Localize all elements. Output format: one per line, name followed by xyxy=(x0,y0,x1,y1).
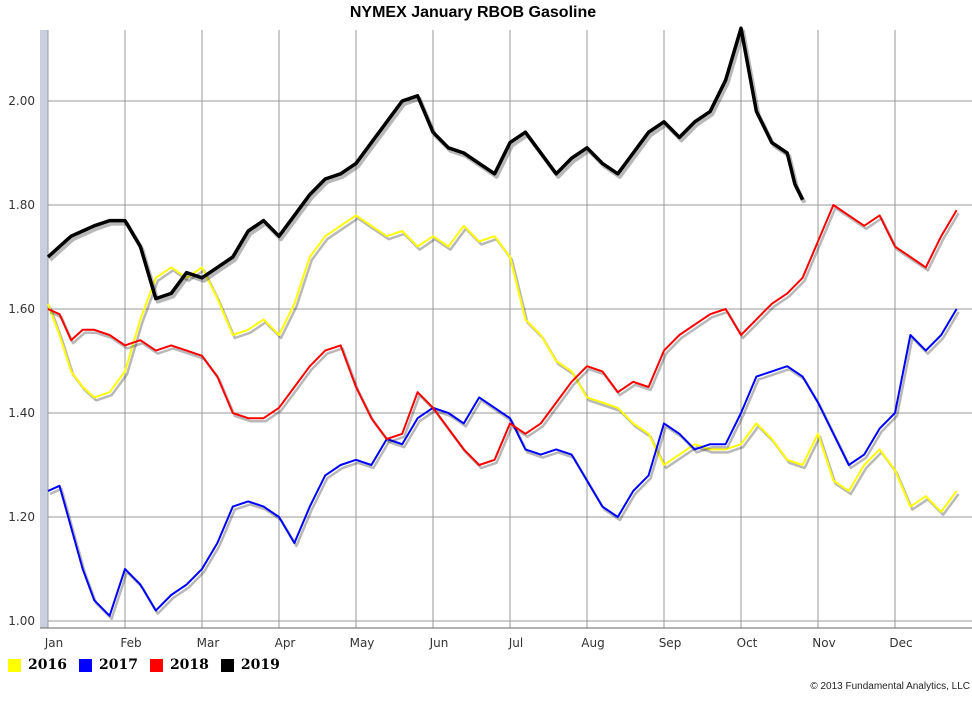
x-tick-label: Mar xyxy=(197,636,220,650)
legend-swatch-2019 xyxy=(220,658,234,672)
y-tick-label: 2.00 xyxy=(8,94,35,108)
series-shadow-2018 xyxy=(49,206,960,470)
x-tick-label: Sep xyxy=(659,636,682,650)
copyright-notice: © 2013 Fundamental Analytics, LLC xyxy=(810,681,970,692)
legend-item-2018[interactable]: 2018 xyxy=(149,657,209,673)
x-tick-label: Oct xyxy=(737,636,758,650)
legend-label-2017: 2017 xyxy=(98,657,138,673)
legend-item-2017[interactable]: 2017 xyxy=(78,657,138,673)
y-tick-label: 1.80 xyxy=(8,198,35,212)
series-line-2018 xyxy=(47,204,958,466)
x-tick-label: Apr xyxy=(275,636,296,650)
left-axis-bar xyxy=(40,30,48,628)
chart-title: NYMEX January RBOB Gasoline xyxy=(349,4,597,21)
series-line-2017 xyxy=(47,308,958,617)
y-tick-label: 1.60 xyxy=(8,302,35,316)
grid xyxy=(47,30,972,628)
chart-area: 1.00 1.20 1.40 1.60 1.80 2.00 Jan Feb Mar Apr May… xyxy=(8,26,972,650)
x-tick-label: Aug xyxy=(581,636,604,650)
legend-swatch-2017 xyxy=(78,658,92,672)
series-lines xyxy=(46,26,960,621)
series-line-2019 xyxy=(46,26,805,301)
y-tick-label: 1.20 xyxy=(8,510,35,524)
legend-label-2019: 2019 xyxy=(240,657,280,673)
legend-label-2016: 2016 xyxy=(28,657,67,673)
x-tick-label: May xyxy=(350,636,375,650)
legend: 2016 2017 2018 2019 xyxy=(8,657,280,673)
legend-swatch-2016 xyxy=(8,658,21,672)
x-tick-label: Nov xyxy=(812,636,835,650)
x-tick-label: Jun xyxy=(429,636,449,650)
series-line-2016 xyxy=(47,214,958,513)
x-tick-label: Feb xyxy=(120,636,141,650)
x-axis-ticks: Jan Feb Mar Apr May Jun Jul Aug Sep Oct Nov Dec xyxy=(44,636,913,650)
legend-item-2019[interactable]: 2019 xyxy=(220,657,280,673)
legend-swatch-2018 xyxy=(149,658,163,672)
y-tick-label: 1.00 xyxy=(8,614,35,628)
y-axis-ticks: 1.00 1.20 1.40 1.60 1.80 2.00 xyxy=(8,94,35,628)
x-tick-label: Jan xyxy=(44,636,64,650)
legend-label-2018: 2018 xyxy=(169,657,209,673)
x-tick-label: Dec xyxy=(889,636,912,650)
y-tick-label: 1.40 xyxy=(8,406,35,420)
legend-item-2016[interactable]: 2016 xyxy=(8,657,67,673)
x-tick-label: Jul xyxy=(508,636,523,650)
